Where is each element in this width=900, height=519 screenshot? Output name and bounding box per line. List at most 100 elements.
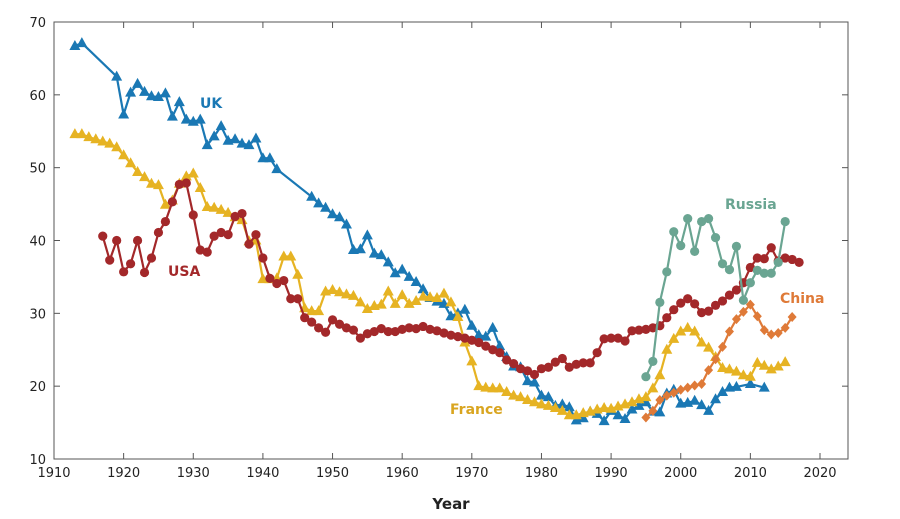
axis-ticks: 1910 1920 1930 1940 1950 1960 1970 1980 1990 2000… (29, 16, 848, 481)
data-point (145, 90, 157, 101)
series-label-france: France (450, 402, 503, 418)
data-point (745, 278, 755, 288)
data-point (132, 235, 143, 246)
data-point (425, 324, 435, 334)
data-point (703, 341, 715, 352)
data-point (738, 295, 749, 305)
data-point (375, 249, 387, 260)
data-point (598, 415, 610, 426)
data-point (431, 292, 443, 303)
data-point (306, 190, 318, 201)
data-point (340, 218, 352, 229)
data-point (758, 381, 770, 392)
data-point (251, 230, 261, 240)
data-point (612, 409, 624, 420)
data-point (418, 321, 428, 332)
data-point (758, 359, 770, 370)
data-point (404, 323, 414, 333)
data-point (669, 305, 679, 315)
data-point (773, 257, 783, 267)
data-point (528, 376, 540, 387)
data-point (453, 332, 463, 342)
data-point (314, 323, 324, 333)
data-point (731, 241, 742, 251)
series-label-uk: UK (200, 96, 223, 112)
data-point (223, 230, 233, 240)
data-point (264, 152, 276, 163)
data-point (445, 296, 457, 307)
data-point (271, 163, 283, 174)
data-point (779, 356, 791, 367)
data-point (627, 326, 637, 336)
data-point (152, 179, 164, 190)
data-point (362, 329, 372, 339)
data-point (648, 405, 658, 416)
data-point (466, 355, 478, 366)
data-point (717, 361, 729, 372)
data-point (641, 372, 651, 382)
data-point (613, 333, 623, 343)
data-point (327, 208, 339, 219)
data-point (661, 343, 673, 354)
data-point (334, 319, 345, 329)
data-point (522, 394, 534, 405)
data-point (432, 326, 442, 336)
data-point (717, 385, 729, 396)
data-point (125, 86, 137, 97)
data-point (139, 85, 151, 96)
data-point (662, 267, 672, 277)
data-point (724, 265, 735, 275)
series-russia (641, 214, 790, 382)
data-point (112, 235, 122, 246)
series-label-usa: USA (168, 264, 200, 280)
data-point (480, 381, 492, 392)
data-point (334, 211, 346, 222)
data-point (592, 348, 602, 358)
data-point (780, 322, 790, 333)
data-point (550, 357, 560, 367)
data-point (738, 306, 748, 317)
data-point (647, 382, 659, 393)
data-point (313, 197, 325, 208)
data-point (348, 325, 359, 335)
data-point (111, 70, 123, 81)
data-point (626, 396, 638, 407)
data-point (557, 353, 567, 364)
data-point (139, 171, 151, 182)
data-point (710, 300, 721, 310)
data-point (341, 323, 352, 333)
data-point (466, 319, 478, 330)
data-point (159, 87, 171, 98)
series-france (69, 128, 791, 420)
data-point (718, 341, 728, 352)
data-point (104, 137, 116, 148)
data-point (626, 403, 638, 414)
data-point (354, 296, 366, 307)
series-label-china: China (780, 291, 824, 307)
data-point (396, 289, 408, 300)
data-point (417, 283, 429, 294)
data-point (494, 382, 506, 393)
data-point (766, 243, 776, 253)
data-point (655, 395, 665, 406)
data-point (508, 358, 519, 369)
data-point (780, 216, 790, 227)
data-point (257, 152, 269, 163)
data-point (201, 139, 213, 150)
data-point (711, 354, 721, 365)
data-point (744, 370, 756, 381)
data-point (690, 246, 700, 257)
data-point (410, 294, 422, 305)
data-point (683, 214, 693, 224)
data-point (669, 227, 679, 237)
y-tick-label: 40 (29, 235, 46, 250)
data-point (543, 362, 554, 372)
data-point (152, 91, 164, 102)
data-point (744, 377, 756, 388)
data-point (690, 299, 700, 309)
data-point (759, 325, 769, 336)
series-china (641, 299, 797, 423)
data-point (556, 404, 568, 415)
data-point (180, 113, 192, 124)
data-point (620, 336, 630, 346)
